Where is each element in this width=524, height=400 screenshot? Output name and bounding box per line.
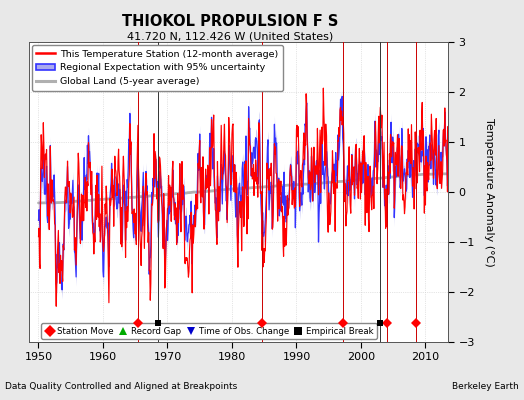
Text: 41.720 N, 112.426 W (United States): 41.720 N, 112.426 W (United States) [127, 31, 334, 41]
Text: Data Quality Controlled and Aligned at Breakpoints: Data Quality Controlled and Aligned at B… [5, 382, 237, 391]
Y-axis label: Temperature Anomaly (°C): Temperature Anomaly (°C) [484, 118, 494, 266]
Legend: Station Move, Record Gap, Time of Obs. Change, Empirical Break: Station Move, Record Gap, Time of Obs. C… [41, 323, 377, 339]
Text: THIOKOL PROPULSION F S: THIOKOL PROPULSION F S [123, 14, 339, 29]
Text: Berkeley Earth: Berkeley Earth [452, 382, 519, 391]
